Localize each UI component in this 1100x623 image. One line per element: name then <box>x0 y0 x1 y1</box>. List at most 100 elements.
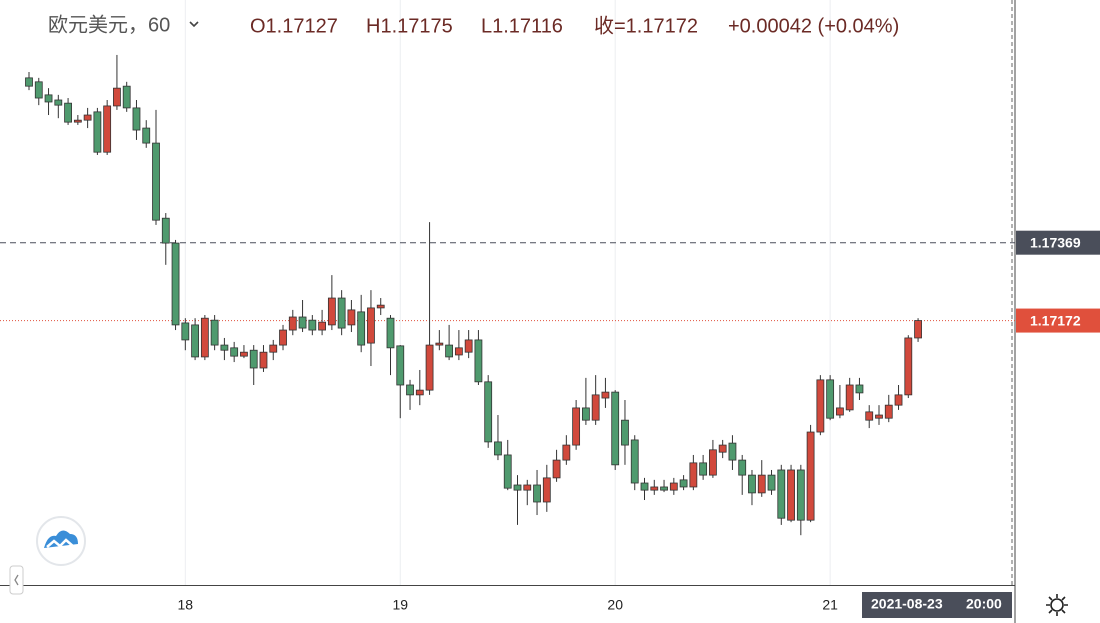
candle-body <box>836 407 844 416</box>
side-toggle-arrow[interactable] <box>14 574 19 586</box>
gear-teeth[interactable] <box>1046 594 1068 616</box>
candle-body <box>308 319 317 331</box>
price-label-box <box>1016 308 1100 333</box>
candle-body <box>826 379 835 419</box>
gear-ring[interactable] <box>1050 598 1064 612</box>
candle-body <box>34 81 43 99</box>
candle-body <box>181 322 190 341</box>
x-tick-label: 20 <box>607 597 623 613</box>
candle-body <box>93 111 102 153</box>
price-lines: 1.17369 1.17172 <box>0 230 1100 333</box>
candle-body <box>757 474 766 494</box>
price-label: 1.17172 <box>1030 312 1081 328</box>
candle-body <box>200 317 209 358</box>
candle-body <box>689 462 698 488</box>
candle-body <box>865 411 874 421</box>
candle-body <box>875 414 883 419</box>
candle-body <box>73 119 82 123</box>
price-label: 1.17369 <box>1030 234 1081 250</box>
side-toggle[interactable] <box>9 565 24 595</box>
candle-body <box>386 317 395 349</box>
candle-body <box>484 381 493 443</box>
candle-body <box>806 431 815 521</box>
candle-body <box>44 94 53 103</box>
candle-body <box>699 462 708 476</box>
candle-body <box>259 351 268 369</box>
candle-body <box>337 297 346 329</box>
candle-body <box>161 217 170 244</box>
candle-body <box>914 320 922 339</box>
symbol-dropdown[interactable] <box>189 21 199 28</box>
candle-body <box>542 477 551 503</box>
candle-body <box>122 85 131 109</box>
ohlc-close: 收=1.17172 <box>594 14 698 37</box>
candle-body <box>679 479 688 488</box>
x-tick-label: 21 <box>822 597 838 613</box>
candle-body <box>787 469 795 521</box>
candle-body <box>591 394 600 421</box>
candle-body <box>367 307 375 344</box>
candle-body <box>347 309 356 326</box>
logo[interactable] <box>36 516 86 566</box>
price-label-box <box>1016 230 1100 255</box>
candle-body <box>494 441 502 456</box>
candle-body <box>396 345 405 386</box>
candle-body <box>660 486 668 491</box>
candle-body <box>298 316 307 329</box>
candle-body <box>650 486 659 491</box>
crosshair-date: 2021-08-23 <box>871 596 943 612</box>
candle-body <box>601 391 610 399</box>
candle-body <box>796 469 805 521</box>
candle-body <box>415 389 424 396</box>
candle-body <box>777 469 786 519</box>
candle-body <box>503 454 512 489</box>
candle-body <box>513 484 522 491</box>
candle-body <box>894 394 903 406</box>
candle-body <box>288 316 297 331</box>
candle-body <box>249 349 258 369</box>
candle-body <box>523 484 532 491</box>
candle-body <box>406 384 414 396</box>
candle-body <box>220 344 229 351</box>
candle-body <box>474 339 483 383</box>
candle-body <box>269 344 278 353</box>
candle-body <box>816 379 825 433</box>
candle-body <box>210 319 219 346</box>
candle-body <box>357 311 366 346</box>
candle-body <box>113 87 121 107</box>
candle-body <box>572 407 581 446</box>
candle-body <box>533 484 541 503</box>
ohlc-open: O1.17127 <box>250 15 338 37</box>
candle-body <box>748 474 756 494</box>
candle-body <box>630 439 639 484</box>
candle-body <box>611 391 620 466</box>
candles <box>25 54 922 536</box>
candle-body <box>562 444 571 461</box>
ohlc-low: L1.17116 <box>481 15 563 37</box>
settings-gear[interactable] <box>1046 594 1068 616</box>
candle-body <box>318 321 327 331</box>
candle-body <box>640 482 649 491</box>
x-tick-label: 18 <box>178 597 194 613</box>
candle-body <box>845 384 854 411</box>
crosshair-time-box <box>862 592 1012 618</box>
candle-body <box>728 442 737 461</box>
candle-body <box>445 344 454 358</box>
candle-body <box>435 342 444 346</box>
candle-body <box>669 482 678 491</box>
candle-body <box>552 459 561 479</box>
candle-body <box>767 474 776 491</box>
symbol[interactable]: 欧元美元，60 <box>48 13 170 36</box>
candle-body <box>738 459 747 476</box>
candle-body <box>327 297 336 326</box>
candle-body <box>240 351 248 357</box>
x-tick-label: 19 <box>392 597 408 613</box>
candle-body <box>152 142 160 221</box>
candle-body <box>621 419 629 446</box>
candle-body <box>132 107 141 131</box>
logo-wave[interactable] <box>46 538 75 548</box>
candle-body <box>709 449 717 476</box>
candle-body <box>103 105 112 153</box>
candle-body <box>191 324 199 358</box>
